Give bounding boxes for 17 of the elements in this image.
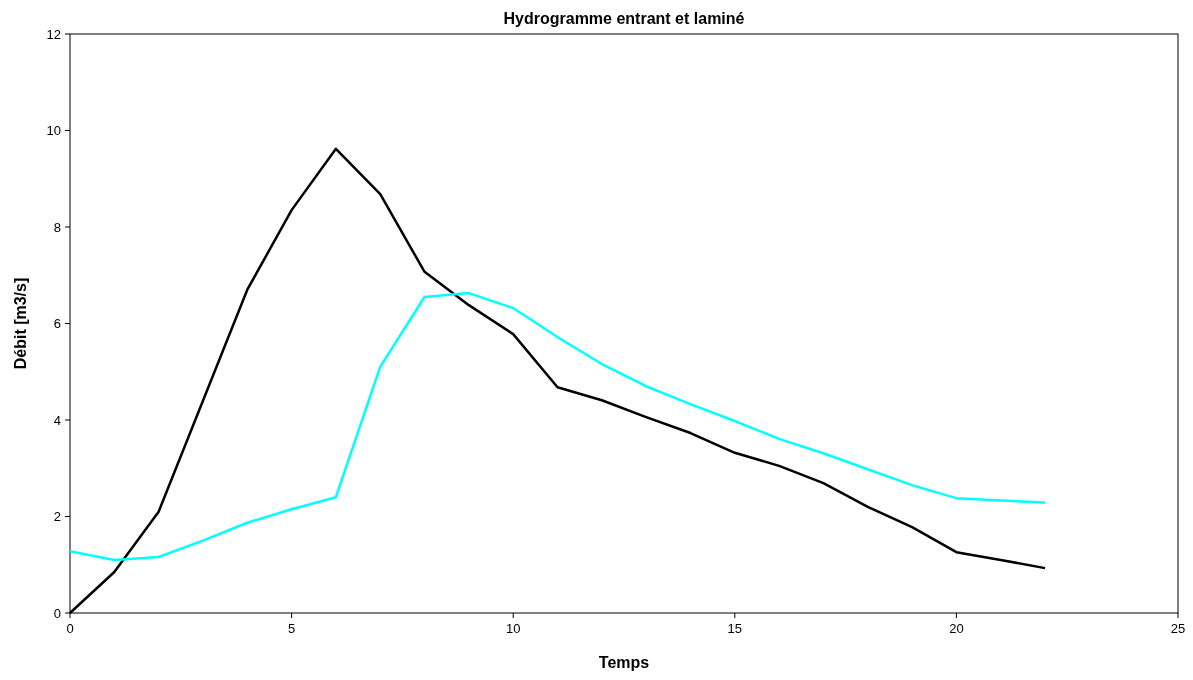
y-tick-label: 12: [46, 26, 61, 42]
line-series: [68, 291, 1047, 562]
y-tick-label: 10: [46, 123, 61, 138]
x-axis-title: Temps: [598, 654, 650, 671]
x-tick-label: 25: [1170, 621, 1186, 636]
x-tick-label: 10: [505, 621, 521, 636]
x-tick-label: 0: [66, 621, 74, 636]
x-tick-label: 15: [727, 621, 743, 636]
x-tick-label: 5: [287, 621, 296, 636]
y-tick-label: 4: [53, 412, 61, 428]
y-axis-title: Débit [m3/s]: [12, 277, 29, 370]
y-tick-label: 0: [53, 605, 61, 621]
y-tick-label: 2: [53, 509, 61, 524]
chart-title: Hydrogramme entrant et laminé: [503, 10, 745, 27]
y-tick-label: 8: [53, 219, 61, 235]
y-tick-label: 6: [53, 316, 61, 331]
x-tick-label: 20: [949, 621, 964, 636]
